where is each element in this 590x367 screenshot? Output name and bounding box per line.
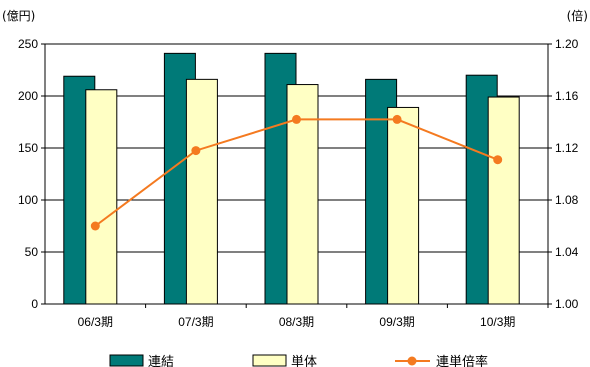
bar-standalone xyxy=(487,96,520,305)
x-tick-label: 09/3期 xyxy=(379,315,414,329)
x-tick-label: 10/3期 xyxy=(480,315,515,329)
x-tick-label: 08/3期 xyxy=(279,315,314,329)
legend-label-consolidated: 連結 xyxy=(148,355,174,367)
bars xyxy=(63,52,520,305)
right-tick-label: 1.16 xyxy=(555,89,579,103)
ratio-point xyxy=(191,146,201,156)
ratio-point xyxy=(90,221,100,231)
axes: 0 50 100 150 200 250 1.00 1.04 1.08 1.12 1.16 1.20 0… xyxy=(18,37,579,329)
ratio-line xyxy=(90,114,503,231)
right-axis-unit-label: (倍) xyxy=(567,8,588,23)
legend-swatch-standalone xyxy=(252,354,287,367)
left-tick-label: 150 xyxy=(18,141,38,155)
bar-standalone xyxy=(185,78,218,305)
x-tick-label: 06/3期 xyxy=(78,315,113,329)
legend: 連結 単体 連単倍率 xyxy=(109,354,488,367)
right-tick-label: 1.00 xyxy=(555,297,579,311)
right-tick-label: 1.12 xyxy=(555,141,579,155)
bar-standalone xyxy=(85,89,118,305)
left-tick-label: 250 xyxy=(18,37,38,51)
left-tick-label: 50 xyxy=(25,245,39,259)
right-tick-label: 1.20 xyxy=(555,37,579,51)
left-tick-label: 0 xyxy=(31,297,38,311)
legend-swatch-consolidated xyxy=(109,354,144,367)
bar-standalone xyxy=(286,84,319,305)
legend-marker-ratio xyxy=(407,356,417,366)
ratio-point xyxy=(392,114,402,124)
legend-label-standalone: 単体 xyxy=(291,354,317,367)
x-tick-label: 07/3期 xyxy=(178,315,213,329)
bar-standalone xyxy=(387,106,420,305)
legend-label-ratio: 連単倍率 xyxy=(436,354,488,367)
left-axis-unit-label: (億円) xyxy=(2,9,35,23)
ratio-point xyxy=(292,114,301,124)
right-tick-label: 1.08 xyxy=(555,193,579,207)
left-tick-label: 100 xyxy=(18,193,38,207)
left-tick-label: 200 xyxy=(18,89,38,103)
ratio-point xyxy=(493,155,503,165)
right-tick-label: 1.04 xyxy=(555,245,579,259)
